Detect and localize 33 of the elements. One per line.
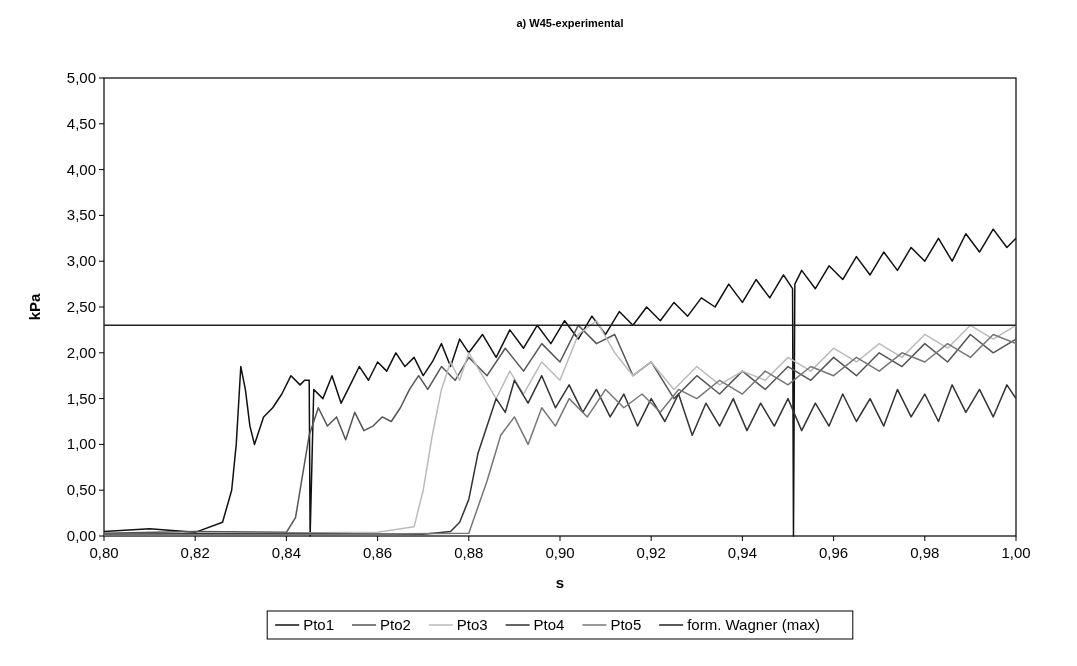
x-tick-label: 0,86 [363, 544, 393, 561]
y-tick-label: 0,50 [66, 481, 96, 499]
chart-title: a) W45-experimental [516, 17, 624, 29]
x-tick-label: 0,80 [89, 544, 119, 561]
y-tick-label: 2,00 [66, 343, 96, 361]
x-tick-label: 0,84 [271, 544, 301, 561]
legend-label: form. Wagner (max) [687, 616, 820, 633]
y-tick-label: 3,00 [66, 252, 96, 270]
line-series [104, 228, 1016, 537]
x-tick-label: 0,88 [454, 544, 484, 561]
y-tick-label: 4,50 [66, 114, 96, 132]
x-tick-label: 0,96 [819, 544, 849, 561]
y-tick-label: 1,00 [66, 435, 96, 453]
x-tick-label: 0,82 [180, 544, 210, 561]
x-tick-label: 0,98 [910, 544, 940, 561]
y-tick-label: 4,00 [66, 160, 96, 178]
legend-label: Pto3 [456, 616, 488, 633]
line-series [104, 374, 1016, 535]
y-tick-label: 2,50 [66, 298, 96, 315]
x-tick-label: 0,90 [545, 544, 575, 561]
y-axis-title: kPa [26, 293, 43, 321]
x-axis-title: s [555, 574, 565, 591]
x-tick-label: 0,94 [727, 544, 757, 561]
legend-label: Pto5 [610, 616, 642, 633]
y-tick-label: 1,50 [66, 389, 96, 407]
y-tick-label: 0,00 [66, 527, 96, 544]
x-tick-label: 1,00 [1001, 544, 1031, 561]
legend-label: Pto4 [533, 616, 565, 633]
legend-label: Pto2 [380, 616, 411, 633]
y-tick-label: 5,00 [66, 69, 96, 86]
y-tick-label: 3,50 [66, 206, 96, 224]
legend-label: Pto1 [303, 616, 335, 633]
x-tick-label: 0,92 [636, 544, 666, 561]
